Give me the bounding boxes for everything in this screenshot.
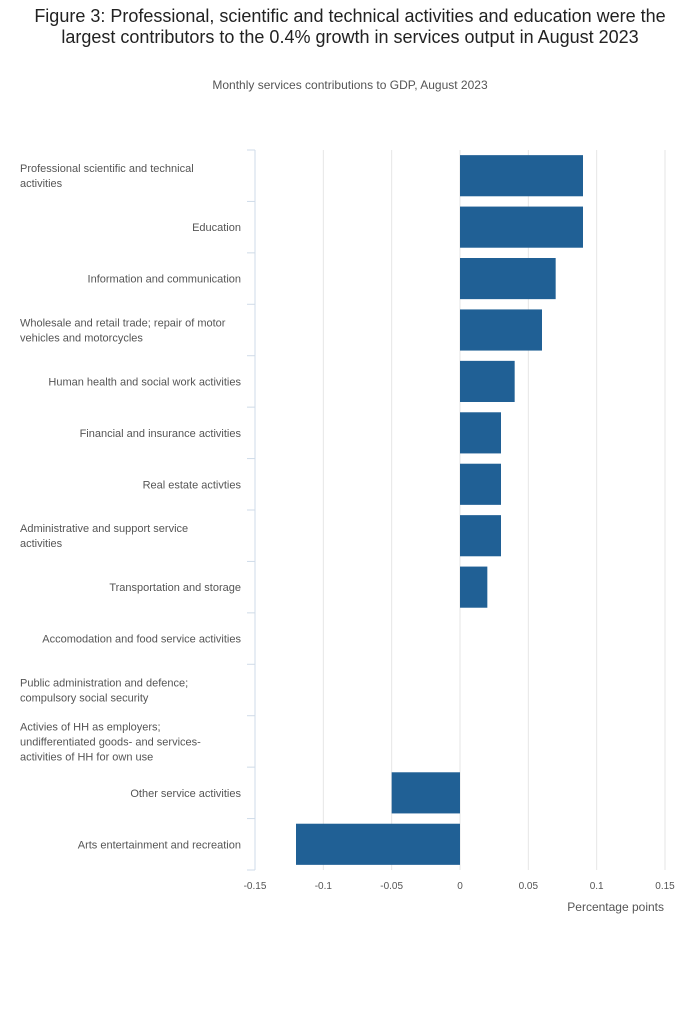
x-tick-label: -0.15	[244, 881, 267, 892]
category-label: Arts entertainment and recreation	[78, 839, 241, 851]
chart-subtitle: Monthly services contributions to GDP, A…	[212, 78, 488, 92]
bar	[460, 412, 501, 454]
bar	[460, 309, 542, 351]
x-tick-label: 0	[457, 881, 463, 892]
category-labels: Professional scientific and technical act…	[20, 163, 241, 851]
x-tick-label: -0.05	[380, 881, 403, 892]
x-tick-label: 0.05	[519, 881, 539, 892]
x-tick-label: 0.15	[655, 881, 675, 892]
category-label: Wholesale and retail trade; repair of mo…	[20, 318, 226, 345]
category-label: Professional scientific and technical act…	[20, 163, 194, 190]
x-tick-labels: -0.15 -0.1 -0.05 0 0.05 0.1 0.15	[244, 881, 676, 892]
bar	[460, 463, 501, 505]
category-label: Public administration and defence; compul…	[20, 678, 188, 705]
x-tick-label: 0.1	[590, 881, 604, 892]
y-axis	[247, 149, 256, 871]
x-axis-title: Percentage points	[567, 900, 664, 914]
category-label: Human health and social work activities	[48, 376, 241, 388]
chart-title: Figure 3: Professional, scientific and t…	[34, 6, 666, 47]
category-label: Administrative and support service activi…	[20, 523, 188, 550]
category-label: Activies of HH as employers; undifferenti…	[20, 721, 201, 763]
bar	[460, 566, 488, 608]
category-label: Information and communication	[88, 274, 241, 286]
x-tick-label: -0.1	[315, 881, 333, 892]
category-label: Education	[192, 222, 241, 234]
category-label: Real estate activties	[143, 479, 242, 491]
bar	[296, 823, 460, 865]
bar	[460, 515, 501, 557]
category-label: Financial and insurance activities	[80, 428, 242, 440]
bar	[460, 155, 583, 197]
bar	[391, 772, 460, 814]
category-label: Accomodation and food service activities	[42, 634, 241, 646]
bar	[460, 360, 515, 402]
bars	[296, 155, 583, 865]
category-label: Transportation and storage	[109, 582, 241, 594]
bar	[460, 206, 583, 248]
gridlines	[322, 150, 666, 870]
category-label: Other service activities	[130, 788, 241, 800]
bar	[460, 258, 556, 300]
